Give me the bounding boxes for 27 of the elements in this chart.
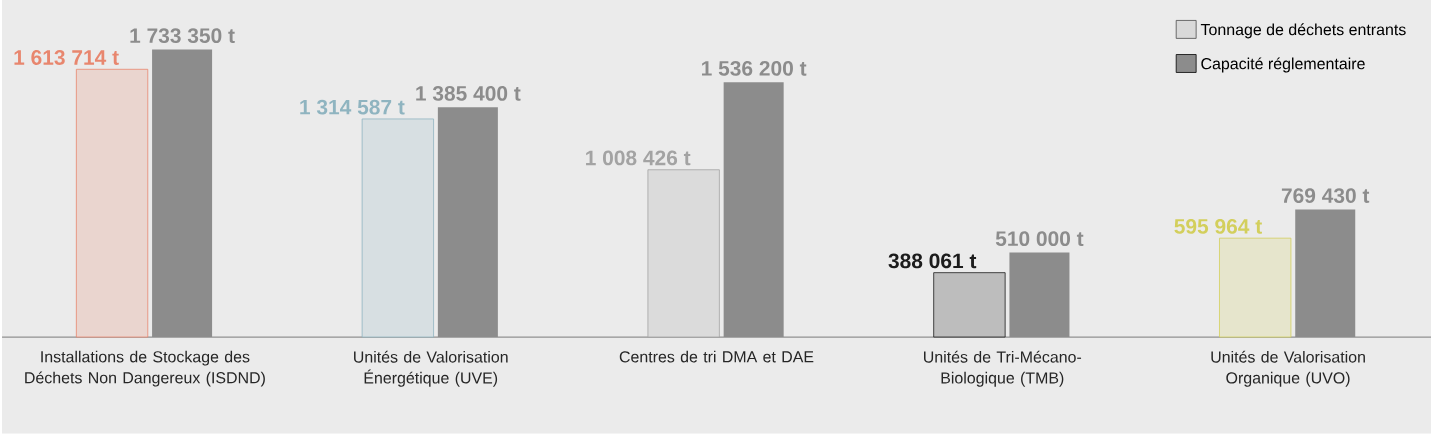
data-label: 388 061 t [888,253,977,269]
x-tick-label: Unités de Valorisation Énergétique (UVE) [354,350,508,387]
x-tick-label: Centres de tri DMA et DAE [619,350,814,363]
data-label: 1 008 426 t [586,150,691,166]
data-label: 595 964 t [1174,219,1262,234]
data-label: 1 733 350 t [130,28,235,44]
data-label: 1 385 400 t [416,86,521,101]
bar [361,118,434,338]
x-tick-label: Unités de Valorisation Organique (UVO) [1211,350,1365,387]
data-label: 1 314 587 t [300,99,405,115]
bar [723,82,784,338]
x-tick-label: Installations de Stockage des Déchets Non Dangereux (ISDND) [25,350,265,387]
legend-label: Capacité réglementaire [1201,57,1365,73]
bar [437,107,498,338]
data-label: 510 000 t [995,231,1084,247]
bar [1219,237,1292,338]
bar [152,49,213,338]
legend-label: Tonnage de déchets entrants [1200,23,1406,39]
bar [1009,252,1070,338]
data-label: 1 536 200 t [702,61,807,76]
data-label: 769 430 t [1281,188,1370,204]
bar [933,272,1006,338]
bar [75,69,149,338]
bar [1295,209,1356,338]
x-tick-label: Unités de Tri-Mécano-Biologique (TMB) [924,350,1082,387]
bar [647,169,720,338]
data-label: 1 613 714 t [14,50,119,66]
